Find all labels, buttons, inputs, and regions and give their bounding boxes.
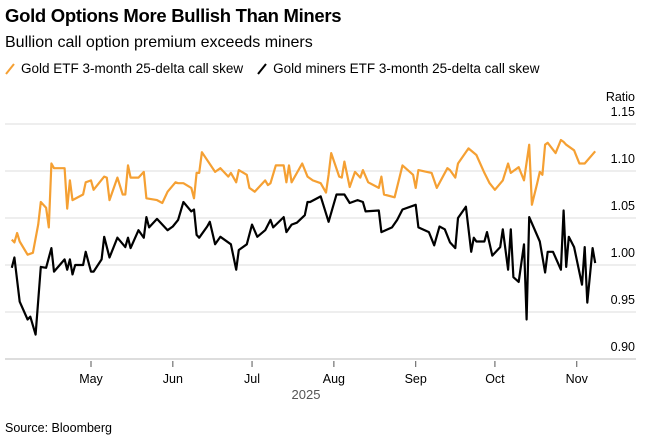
chart-subtitle: Bullion call option premium exceeds mine… [5, 34, 313, 51]
x-tick-label: Aug [323, 372, 345, 386]
legend-label: Gold miners ETF 3-month 25-delta call sk… [273, 61, 540, 76]
x-tick-label: Nov [566, 372, 589, 386]
series-line-gold-etf [10, 138, 597, 256]
legend-label: Gold ETF 3-month 25-delta call skew [21, 61, 244, 76]
chart-title: Gold Options More Bullish Than Miners [5, 5, 342, 26]
x-tick-label: Jun [163, 372, 183, 386]
x-tick-label: Jul [244, 372, 260, 386]
legend-swatch-gold-etf [5, 62, 15, 75]
legend: Gold ETF 3-month 25-delta call skew Gold… [5, 61, 553, 76]
y-tick-label: 1.15 [611, 105, 635, 119]
x-tick-label: Oct [485, 372, 505, 386]
legend-item-gold-miners-etf: Gold miners ETF 3-month 25-delta call sk… [257, 61, 539, 76]
y-tick-label: 1.10 [611, 152, 635, 166]
source-note: Source: Bloomberg [5, 421, 113, 435]
legend-item-gold-etf: Gold ETF 3-month 25-delta call skew [5, 61, 243, 76]
x-tick-label: May [79, 372, 103, 386]
x-tick-label: Sep [405, 372, 427, 386]
legend-swatch-gold-miners-etf [257, 62, 267, 75]
y-tick-label: 1.00 [611, 246, 635, 260]
x-axis-year-label: 2025 [292, 387, 321, 402]
y-tick-label: 0.95 [611, 293, 635, 307]
y-axis-label: Ratio [606, 90, 635, 104]
y-tick-label: 0.90 [611, 340, 635, 354]
y-tick-label: 1.05 [611, 199, 635, 213]
series-line-gold-miners-etf [10, 193, 597, 336]
